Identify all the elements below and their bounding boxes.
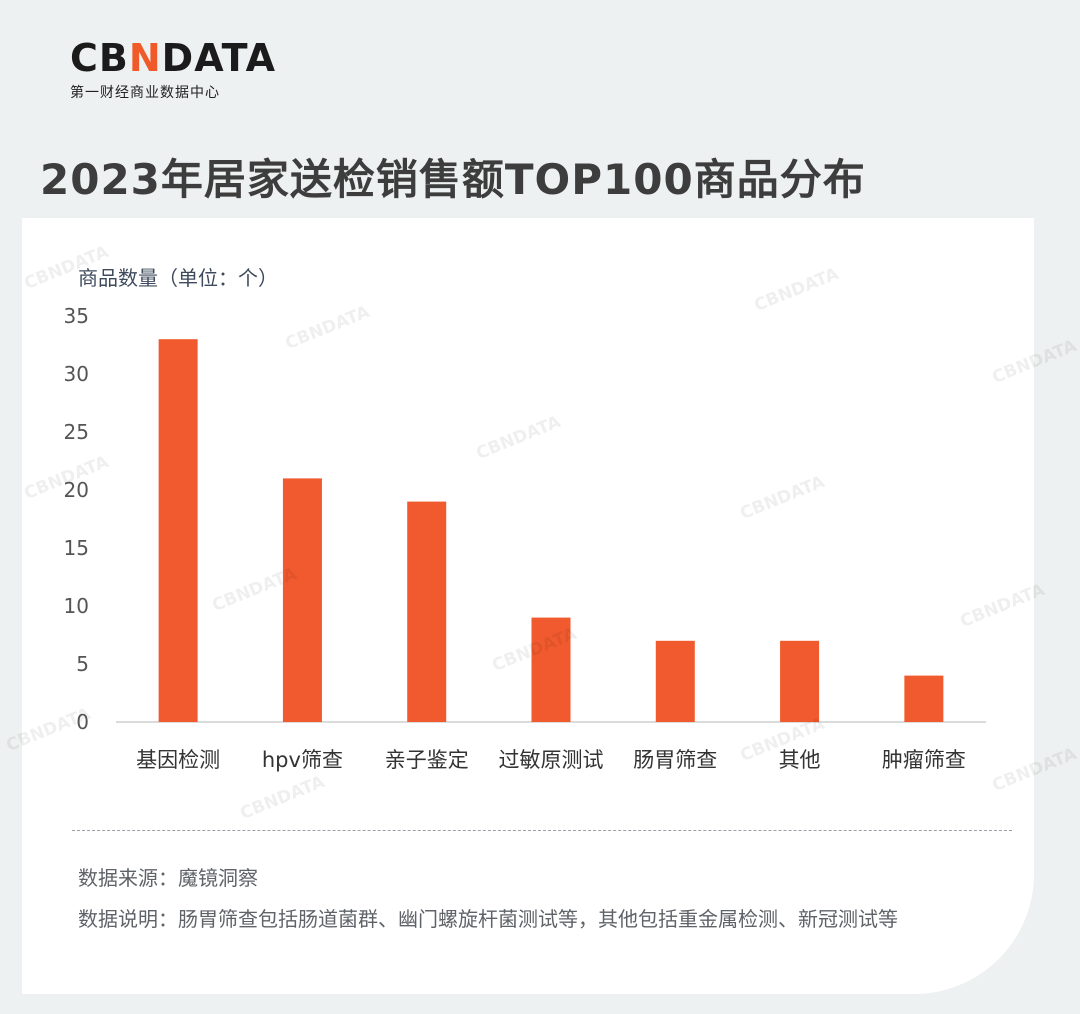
bar	[531, 617, 571, 722]
data-note: 数据说明：肠胃筛查包括肠道菌群、幽门螺旋杆菌测试等，其他包括重金属检测、新冠测试…	[78, 907, 898, 931]
bar	[407, 501, 447, 722]
bar	[655, 640, 695, 722]
x-tick-label: 亲子鉴定	[385, 748, 469, 772]
x-tick-label: 过敏原测试	[499, 748, 604, 772]
y-tick-label: 20	[64, 478, 89, 502]
x-tick-label: hpv筛查	[262, 748, 343, 772]
y-tick-label: 0	[76, 710, 89, 734]
logo-wordmark: CBNDATA	[70, 36, 277, 80]
bar	[904, 675, 944, 722]
x-tick-label: 其他	[779, 748, 821, 772]
data-source: 数据来源：魔镜洞察	[78, 866, 258, 890]
y-tick-label: 35	[64, 304, 89, 328]
x-tick-label: 肿瘤筛查	[882, 748, 966, 772]
y-tick-label: 25	[64, 420, 89, 444]
divider-line	[72, 830, 1012, 831]
bar	[282, 478, 322, 722]
y-tick-label: 5	[76, 652, 89, 676]
x-tick-label: 基因检测	[136, 748, 220, 772]
x-tick-label: 肠胃筛查	[633, 748, 717, 772]
y-axis-label: 商品数量（单位：个）	[78, 266, 278, 290]
y-tick-label: 30	[64, 362, 89, 386]
bar	[780, 640, 820, 722]
logo-accent-letter: N	[128, 36, 162, 80]
brand-logo: CBNDATA 第一财经商业数据中心	[70, 38, 276, 102]
bar	[158, 339, 198, 722]
logo-subtitle: 第一财经商业数据中心	[70, 85, 220, 101]
y-tick-label: 10	[64, 594, 89, 618]
page-title: 2023年居家送检销售额TOP100商品分布	[40, 155, 866, 204]
y-tick-label: 15	[64, 536, 89, 560]
